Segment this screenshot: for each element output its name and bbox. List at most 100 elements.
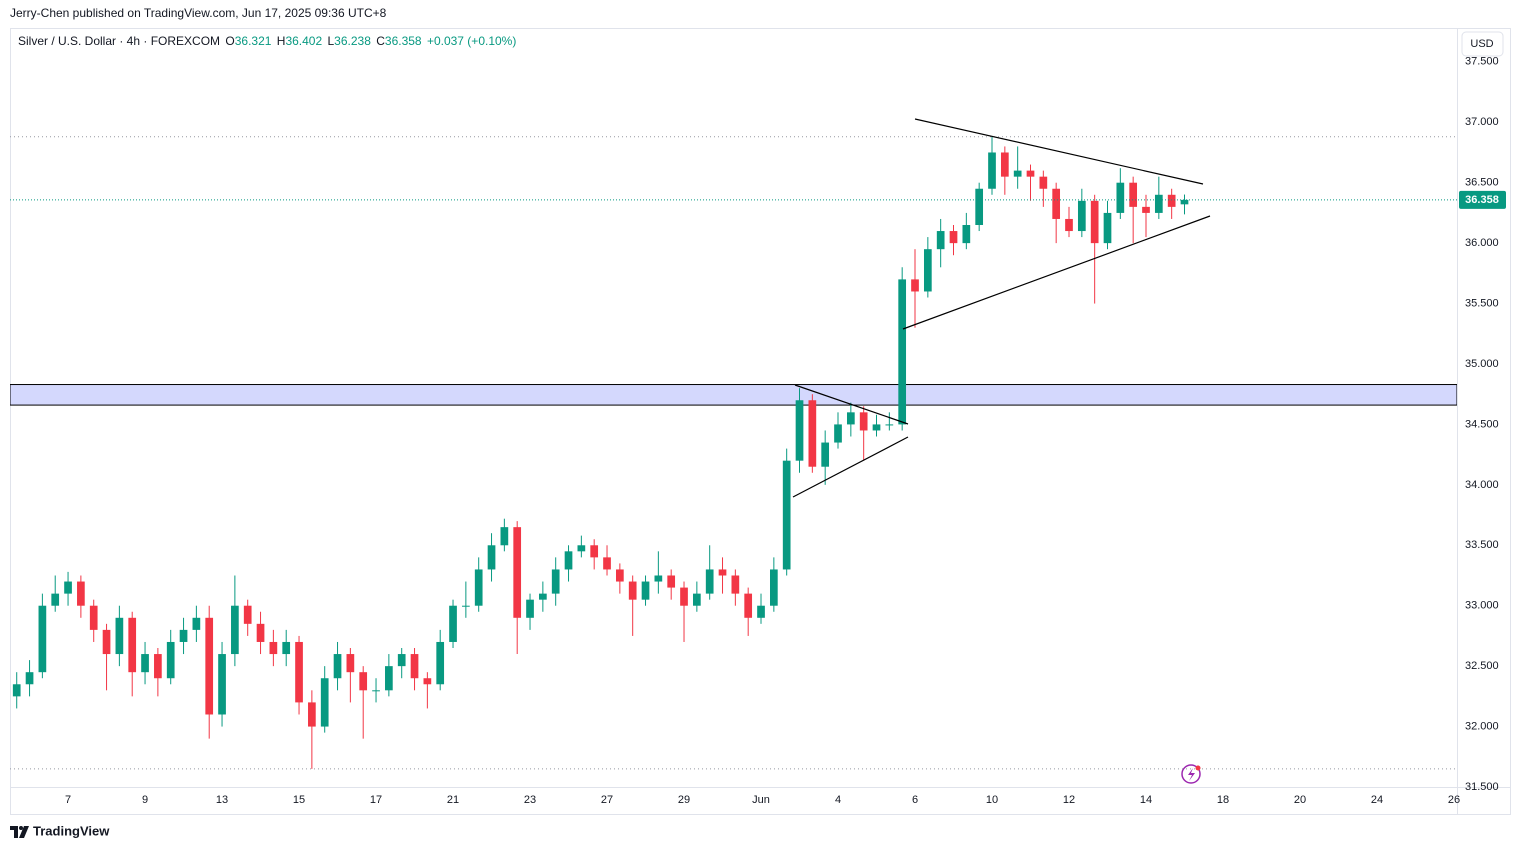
logo-mark xyxy=(19,826,29,838)
x-tick-label: 26 xyxy=(1448,794,1460,806)
candle-body xyxy=(333,654,342,679)
y-tick-label: 32.500 xyxy=(1465,660,1499,672)
candle-body xyxy=(898,279,907,425)
candle-body xyxy=(795,400,804,461)
candle-body xyxy=(859,412,868,431)
y-tick-label: 37.000 xyxy=(1465,116,1499,128)
candle-body xyxy=(474,569,483,606)
candle-body xyxy=(205,617,214,715)
candle-body xyxy=(551,569,560,594)
candle-body xyxy=(1065,218,1073,232)
candle-body xyxy=(282,641,291,655)
x-tick-label: 15 xyxy=(293,794,305,806)
candle-body xyxy=(141,654,149,673)
candle-body xyxy=(872,424,881,431)
candle-body xyxy=(12,684,21,697)
x-tick-label: 9 xyxy=(142,794,148,806)
y-tick-label: 37.500 xyxy=(1465,56,1499,68)
candle-body xyxy=(64,581,72,594)
symbol: Silver / U.S. Dollar · 4h · FOREXCOM xyxy=(18,34,220,48)
candle-body xyxy=(911,279,919,292)
candle-body xyxy=(308,702,316,727)
x-tick-label: 4 xyxy=(835,794,841,806)
candle-body xyxy=(1167,194,1176,207)
x-tick-label: 10 xyxy=(986,794,998,806)
currency: USD xyxy=(1470,38,1493,50)
ohlc-label: L xyxy=(327,34,334,48)
candle-body xyxy=(705,569,714,594)
change: +0.037 (+0.10%) xyxy=(427,34,516,48)
candle-body xyxy=(1052,188,1061,219)
candle-body xyxy=(410,654,419,679)
candle-body xyxy=(808,400,817,467)
y-tick-label: 34.500 xyxy=(1465,418,1499,430)
candle-body xyxy=(616,569,624,582)
alert-icon[interactable] xyxy=(1181,764,1201,784)
candle-body xyxy=(846,412,855,425)
trendline xyxy=(792,436,909,498)
candle-body xyxy=(693,593,701,606)
candle-body xyxy=(539,593,547,600)
y-tick-label: 35.000 xyxy=(1465,358,1499,370)
candle-body xyxy=(1180,199,1189,205)
overlay xyxy=(792,118,1211,784)
currency-button[interactable] xyxy=(1461,31,1504,57)
candle-body xyxy=(385,666,393,691)
y-tick-label: 36.000 xyxy=(1465,237,1499,249)
candle-body xyxy=(192,617,201,630)
y-tick-label: 32.000 xyxy=(1465,720,1499,732)
y-tick-label: 34.000 xyxy=(1465,479,1499,491)
candle-body xyxy=(218,654,226,715)
ohlc-value: 36.238 xyxy=(334,34,371,48)
candle-body xyxy=(577,545,586,552)
candle-body xyxy=(256,623,265,642)
candle-body xyxy=(1077,200,1086,232)
candle-body xyxy=(372,690,380,692)
x-tick-label: Jun xyxy=(752,794,770,806)
trendline xyxy=(914,118,1204,185)
y-tick-label: 33.500 xyxy=(1465,539,1499,551)
candle-body xyxy=(1129,182,1138,207)
candle-body xyxy=(243,605,252,624)
candle-body xyxy=(179,629,188,642)
ohlc-value: 36.321 xyxy=(235,34,272,48)
candle-body xyxy=(603,557,611,570)
candle-body xyxy=(975,188,984,226)
y-tick-label: 35.500 xyxy=(1465,297,1499,309)
x-tick-label: 23 xyxy=(524,794,536,806)
price-axis: 31.500 32.000 32.500 33.000 33.500 34.000 34.5… xyxy=(1465,56,1499,793)
y-tick-label: 36.500 xyxy=(1465,177,1499,189)
x-tick-label: 7 xyxy=(65,794,71,806)
plot-area xyxy=(10,136,1457,770)
alert-bolt xyxy=(1188,768,1195,781)
candle-body xyxy=(269,641,278,655)
x-tick-label: 14 xyxy=(1140,794,1152,806)
alert-dot xyxy=(1195,765,1201,771)
candle-body xyxy=(988,152,996,189)
candle-body xyxy=(1103,212,1112,244)
x-tick-label: 17 xyxy=(370,794,382,806)
logo-dot xyxy=(19,826,23,830)
ohlc-value: 36.358 xyxy=(385,34,422,48)
trendline xyxy=(794,384,909,425)
candle-body xyxy=(564,551,573,570)
candle-body xyxy=(436,641,445,685)
candle-body xyxy=(295,641,303,703)
x-tick-label: 24 xyxy=(1371,794,1383,806)
legend-header: Silver / U.S. Dollar · 4h · FOREXCOM O36… xyxy=(18,34,516,48)
last-price-tag xyxy=(1459,190,1506,209)
y-tick-label: 31.500 xyxy=(1465,781,1499,793)
candle-body xyxy=(885,424,894,426)
candle-body xyxy=(1013,170,1022,177)
candle-body xyxy=(962,225,971,244)
x-tick-label: 6 xyxy=(912,794,918,806)
candle-body xyxy=(25,672,34,685)
candle-body xyxy=(102,629,111,655)
y-tick-label: 33.000 xyxy=(1465,600,1499,612)
candle-body xyxy=(51,593,60,606)
candle-body xyxy=(590,545,599,558)
last-price-label: 36.358 xyxy=(1465,194,1499,206)
chart-frame xyxy=(10,28,1511,815)
candle-body xyxy=(320,678,329,727)
